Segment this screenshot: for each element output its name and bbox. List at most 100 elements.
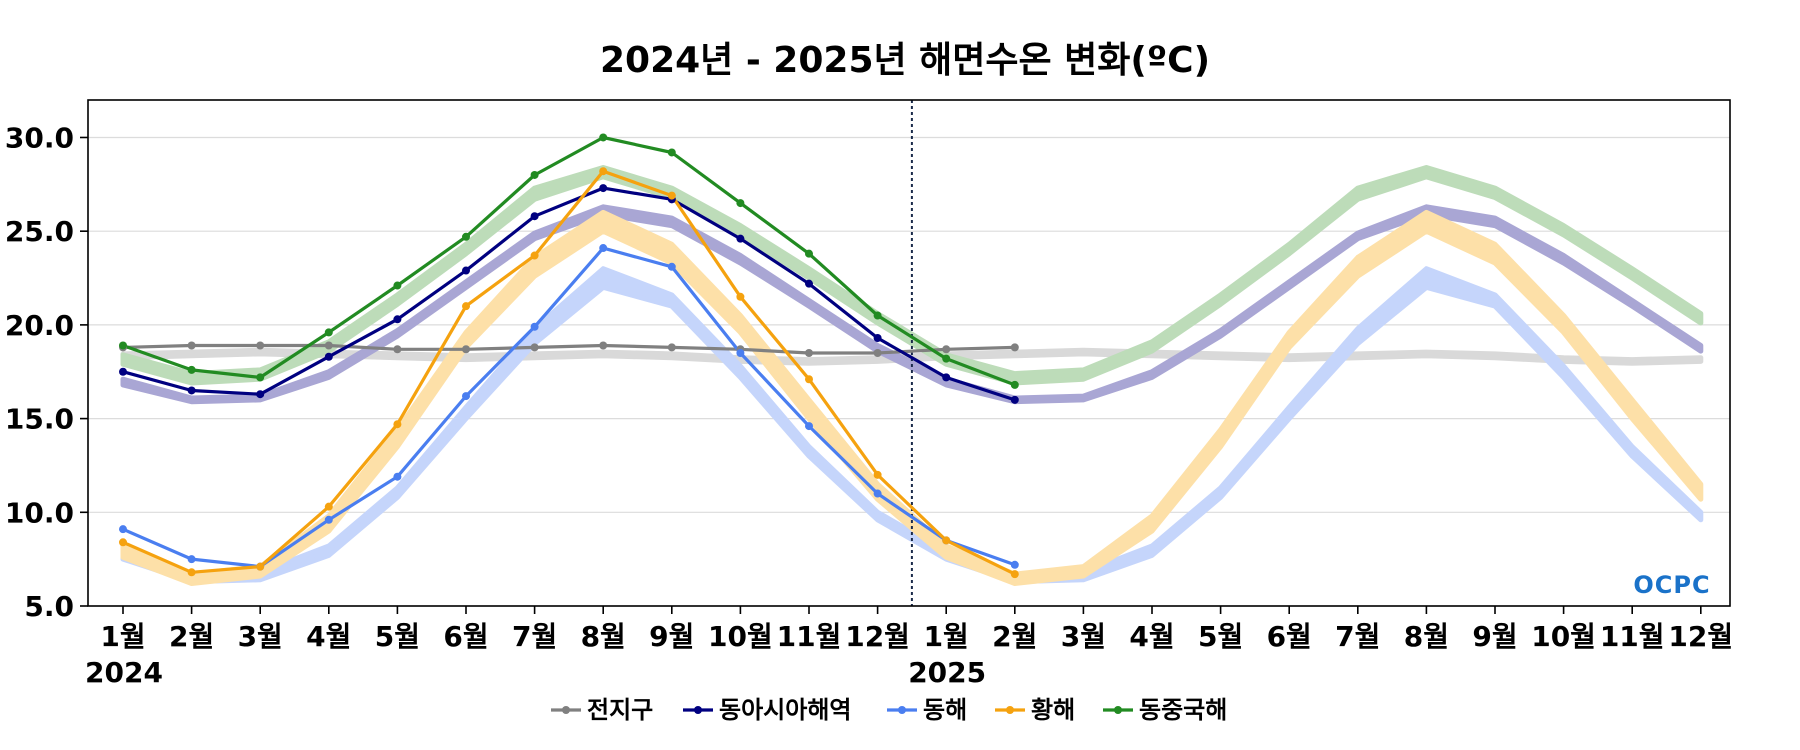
legend-swatch-marker	[898, 706, 906, 714]
data-point	[256, 390, 265, 399]
data-point	[462, 266, 470, 275]
legend[interactable]: 전지구 동아시아해역 동해 황해 동중국해	[551, 696, 1227, 724]
x-tick-label: 11월	[1600, 620, 1665, 653]
legend-label: 동중국해	[1139, 696, 1227, 724]
data-point	[187, 555, 196, 564]
y-tick-label: 10.0	[5, 496, 74, 529]
series-line	[121, 343, 1017, 355]
data-point	[667, 148, 676, 157]
data-point	[736, 292, 745, 301]
x-tick-label: 6월	[1267, 620, 1312, 653]
data-point	[805, 349, 813, 357]
x-tick-label: 1월	[100, 620, 145, 653]
legend-item[interactable]: 동아시아해역	[683, 696, 851, 724]
series-line	[121, 186, 1017, 402]
series-points	[119, 133, 1019, 579]
data-point	[942, 536, 951, 545]
logo-text: OCPC	[1633, 571, 1710, 599]
x-tick-label: 2월	[169, 620, 214, 653]
data-point	[393, 281, 402, 290]
data-point	[462, 345, 470, 354]
data-point	[1010, 343, 1019, 352]
data-point	[119, 367, 127, 376]
y-tick-label: 25.0	[5, 215, 74, 248]
x-tick-label: 7월	[512, 620, 557, 653]
chart-title: 2024년 - 2025년 해면수온 변화(ºC)	[600, 40, 1210, 81]
legend-swatch-marker	[1114, 706, 1122, 714]
data-point	[256, 373, 265, 382]
legend-item[interactable]: 전지구	[551, 696, 653, 724]
x-tick-label: 3월	[238, 620, 283, 653]
data-point	[119, 341, 127, 350]
data-point	[119, 525, 127, 534]
legend-swatch-marker	[694, 706, 702, 714]
plot-frame	[87, 99, 1731, 607]
data-point	[667, 262, 676, 271]
data-point	[805, 249, 813, 258]
climatology-band	[120, 209, 1704, 586]
data-point	[393, 472, 402, 481]
ocpc-logo: OCPC	[1633, 571, 1710, 599]
x-tick-label: 11월	[777, 620, 842, 653]
legend-label: 동아시아해역	[719, 696, 851, 724]
data-point	[942, 354, 951, 363]
y-axis: 5.0 10.0 15.0 20.0 25.0 30.0	[5, 121, 88, 623]
climatology-band	[120, 266, 1704, 585]
y-tick-label: 30.0	[5, 121, 74, 154]
legend-item[interactable]: 동중국해	[1103, 696, 1227, 724]
data-point	[873, 334, 882, 343]
data-point	[805, 279, 813, 288]
climatology-band	[120, 165, 1704, 386]
data-point	[1010, 560, 1019, 569]
x-tick-label: 4월	[1129, 620, 1174, 653]
x-tick-label: 5월	[375, 620, 420, 653]
data-point	[736, 234, 745, 243]
data-point	[942, 345, 951, 354]
data-point	[462, 232, 470, 241]
data-point	[736, 349, 745, 357]
legend-item[interactable]: 황해	[995, 696, 1075, 724]
x-tick-label: 5월	[1198, 620, 1243, 653]
data-point	[324, 328, 333, 337]
data-point	[667, 343, 676, 352]
data-point	[1010, 570, 1019, 579]
data-point	[942, 373, 951, 382]
legend-label: 황해	[1031, 696, 1075, 724]
x-tick-label: 2월	[992, 620, 1037, 653]
data-point	[1010, 380, 1019, 389]
data-point	[324, 515, 333, 524]
data-point	[599, 244, 608, 253]
data-point	[187, 386, 196, 395]
series-line	[121, 246, 1017, 569]
legend-item[interactable]: 동해	[887, 696, 967, 724]
data-point	[667, 191, 676, 200]
y-tick-label: 5.0	[24, 590, 74, 623]
y-tick-label: 20.0	[5, 309, 74, 342]
x-tick-label: 12월	[845, 620, 910, 653]
data-point	[873, 489, 882, 498]
data-point	[393, 420, 402, 429]
data-point	[599, 341, 608, 350]
data-point	[462, 392, 470, 401]
data-point	[187, 341, 196, 350]
year-label: 2024	[85, 656, 163, 689]
x-tick-label: 3월	[1061, 620, 1106, 653]
x-tick-label: 4월	[306, 620, 351, 653]
series-lines	[121, 135, 1017, 576]
x-tick-label: 9월	[649, 620, 694, 653]
data-point	[873, 311, 882, 320]
data-point	[462, 302, 470, 311]
data-point	[599, 167, 608, 176]
data-point	[530, 343, 539, 352]
year-label: 2025	[908, 656, 986, 689]
series-line	[121, 135, 1017, 387]
data-point	[324, 502, 333, 511]
x-tick-label: 1월	[924, 620, 969, 653]
x-tick-label: 7월	[1335, 620, 1380, 653]
data-point	[530, 170, 539, 179]
data-point	[873, 349, 882, 357]
x-tick-label: 12월	[1668, 620, 1733, 653]
data-point	[873, 470, 882, 479]
data-point	[530, 322, 539, 331]
